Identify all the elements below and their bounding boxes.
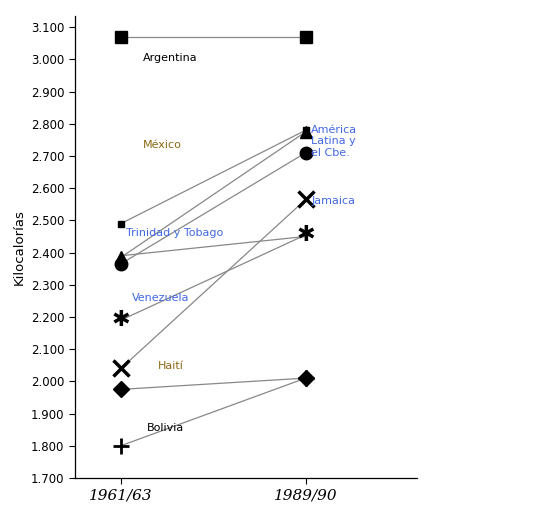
Text: Haití: Haití: [158, 361, 184, 371]
Text: México: México: [143, 140, 182, 150]
Text: ✱: ✱: [112, 310, 130, 330]
Text: Argentina: Argentina: [143, 53, 198, 63]
Text: Venezuela: Venezuela: [132, 293, 190, 303]
Text: Jamaica: Jamaica: [311, 196, 355, 206]
Text: ✱: ✱: [296, 225, 315, 245]
Text: Bolivia: Bolivia: [147, 423, 184, 433]
Text: Trinidad y Tobago: Trinidad y Tobago: [127, 228, 224, 238]
Text: América
Latina y
el Cbe.: América Latina y el Cbe.: [311, 125, 357, 158]
Y-axis label: Kilocalorías: Kilocalorías: [12, 209, 25, 285]
